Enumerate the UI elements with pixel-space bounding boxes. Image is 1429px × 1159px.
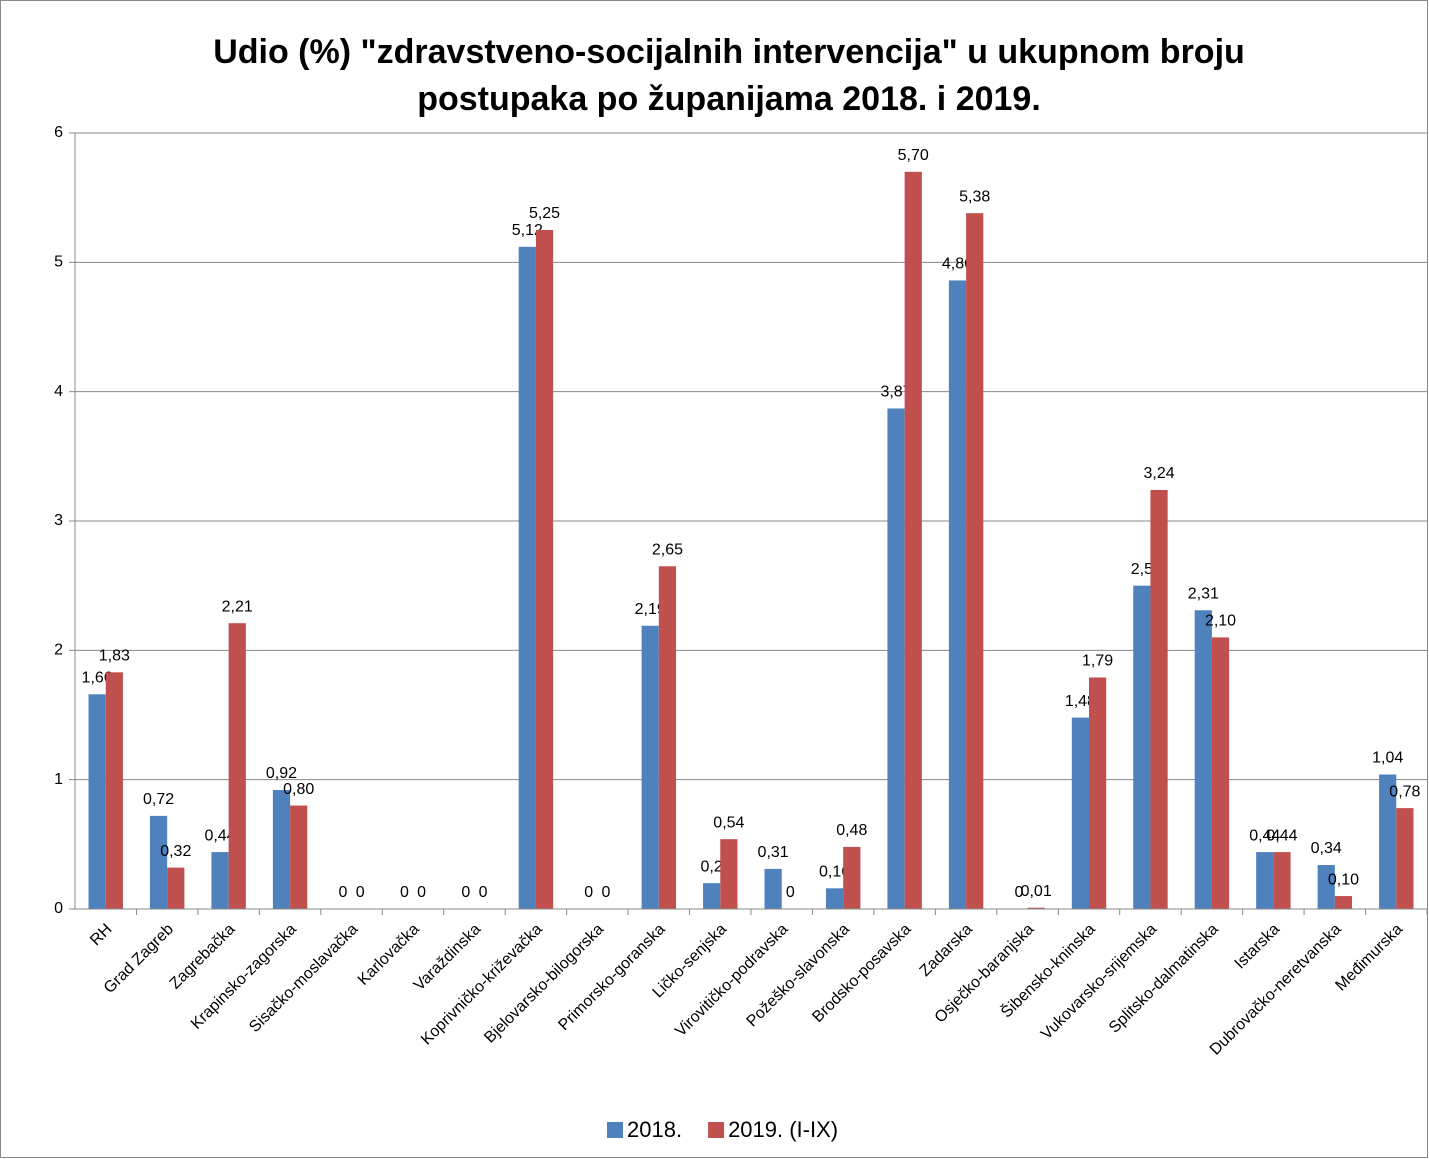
bar: [1089, 677, 1107, 909]
data-label: 0,80: [283, 781, 314, 798]
bar: [211, 852, 229, 909]
data-label: 3,87: [880, 384, 911, 401]
legend-swatch: [607, 1122, 623, 1138]
data-label: 0: [602, 884, 611, 901]
legend-label: 2019. (I-IX): [728, 1117, 838, 1142]
y-tick-label: 4: [54, 383, 63, 400]
bar: [887, 408, 905, 909]
bar: [703, 883, 721, 909]
data-label: 0,44: [1266, 827, 1297, 844]
bar: [658, 566, 677, 909]
data-label: 2,65: [652, 541, 683, 558]
data-label: 0,01: [1021, 883, 1052, 900]
data-label: 0,31: [758, 844, 789, 861]
bar: [1133, 585, 1151, 909]
bar: [1027, 907, 1045, 909]
data-label: 0,72: [143, 791, 174, 808]
bar: [1071, 717, 1089, 909]
y-tick-label: 2: [54, 642, 63, 659]
bar: [825, 888, 844, 909]
bar: [272, 790, 291, 909]
data-label: 1,48: [1065, 693, 1096, 710]
bar: [904, 171, 922, 910]
data-label: 0,92: [266, 765, 297, 782]
bar: [105, 672, 123, 909]
data-label: 0,54: [713, 814, 744, 831]
data-label: 0: [479, 884, 488, 901]
bar: [535, 230, 554, 909]
data-label: 1,79: [1082, 653, 1113, 670]
bar: [1256, 852, 1274, 909]
data-label: 0,78: [1389, 783, 1420, 800]
y-tick-label: 0: [54, 900, 63, 917]
y-tick-label: 1: [54, 771, 63, 788]
bar: [1150, 489, 1168, 909]
data-label: 5,38: [959, 188, 990, 205]
data-label: 0: [356, 884, 365, 901]
y-tick-label: 6: [54, 124, 63, 141]
legend-swatch: [708, 1122, 725, 1138]
bar: [764, 868, 782, 909]
bar: [1194, 610, 1212, 909]
data-label: 5,70: [898, 147, 929, 164]
data-label: 4,86: [942, 256, 973, 273]
bar: [966, 213, 984, 910]
bar: [843, 846, 861, 909]
bar: [1334, 896, 1353, 909]
data-label: 5,12: [512, 222, 543, 239]
chart-title: postupaka po županijama 2018. i 2019.: [417, 80, 1041, 118]
data-label: 1,83: [99, 648, 130, 665]
data-label: 0,44: [1249, 827, 1280, 844]
data-label: 0: [1014, 884, 1023, 901]
bar: [228, 623, 246, 909]
bar: [720, 839, 738, 909]
data-label: 1,04: [1372, 750, 1403, 767]
bar: [149, 815, 168, 909]
bar: [641, 625, 659, 909]
data-label: 2,21: [222, 598, 253, 615]
data-label: 0: [461, 884, 470, 901]
data-label: 0,16: [819, 864, 850, 881]
data-label: 0,48: [836, 822, 867, 839]
bar: [518, 246, 536, 909]
bar: [1379, 774, 1397, 909]
data-label: 0: [584, 884, 593, 901]
data-label: 2,10: [1205, 613, 1236, 630]
data-label: 1,66: [82, 670, 113, 687]
bar: [948, 280, 967, 909]
data-label: 0: [338, 884, 347, 901]
bar: [1317, 865, 1335, 909]
bar: [88, 694, 106, 909]
bar: [1273, 852, 1291, 909]
data-label: 0,10: [1328, 871, 1359, 888]
chart-title: Udio (%) "zdravstveno-socijalnih interve…: [213, 33, 1245, 71]
data-label: 0,34: [1311, 840, 1342, 857]
data-label: 2,31: [1188, 585, 1219, 602]
data-label: 3,24: [1143, 465, 1174, 482]
bar: [290, 805, 308, 909]
data-label: 0: [786, 884, 795, 901]
bar: [1211, 637, 1230, 909]
bar: [1396, 808, 1414, 909]
data-label: 0,44: [204, 827, 235, 844]
bar: [167, 867, 185, 909]
data-label: 2,19: [635, 601, 666, 618]
data-label: 0: [400, 884, 409, 901]
data-label: 2,5: [1131, 561, 1153, 578]
y-tick-label: 3: [54, 512, 63, 529]
data-label: 0,32: [160, 843, 191, 860]
data-label: 0: [417, 884, 426, 901]
data-label: 0,2: [701, 858, 723, 875]
y-tick-label: 5: [54, 254, 63, 271]
legend-label: 2018.: [627, 1117, 682, 1142]
data-label: 5,25: [529, 205, 560, 222]
